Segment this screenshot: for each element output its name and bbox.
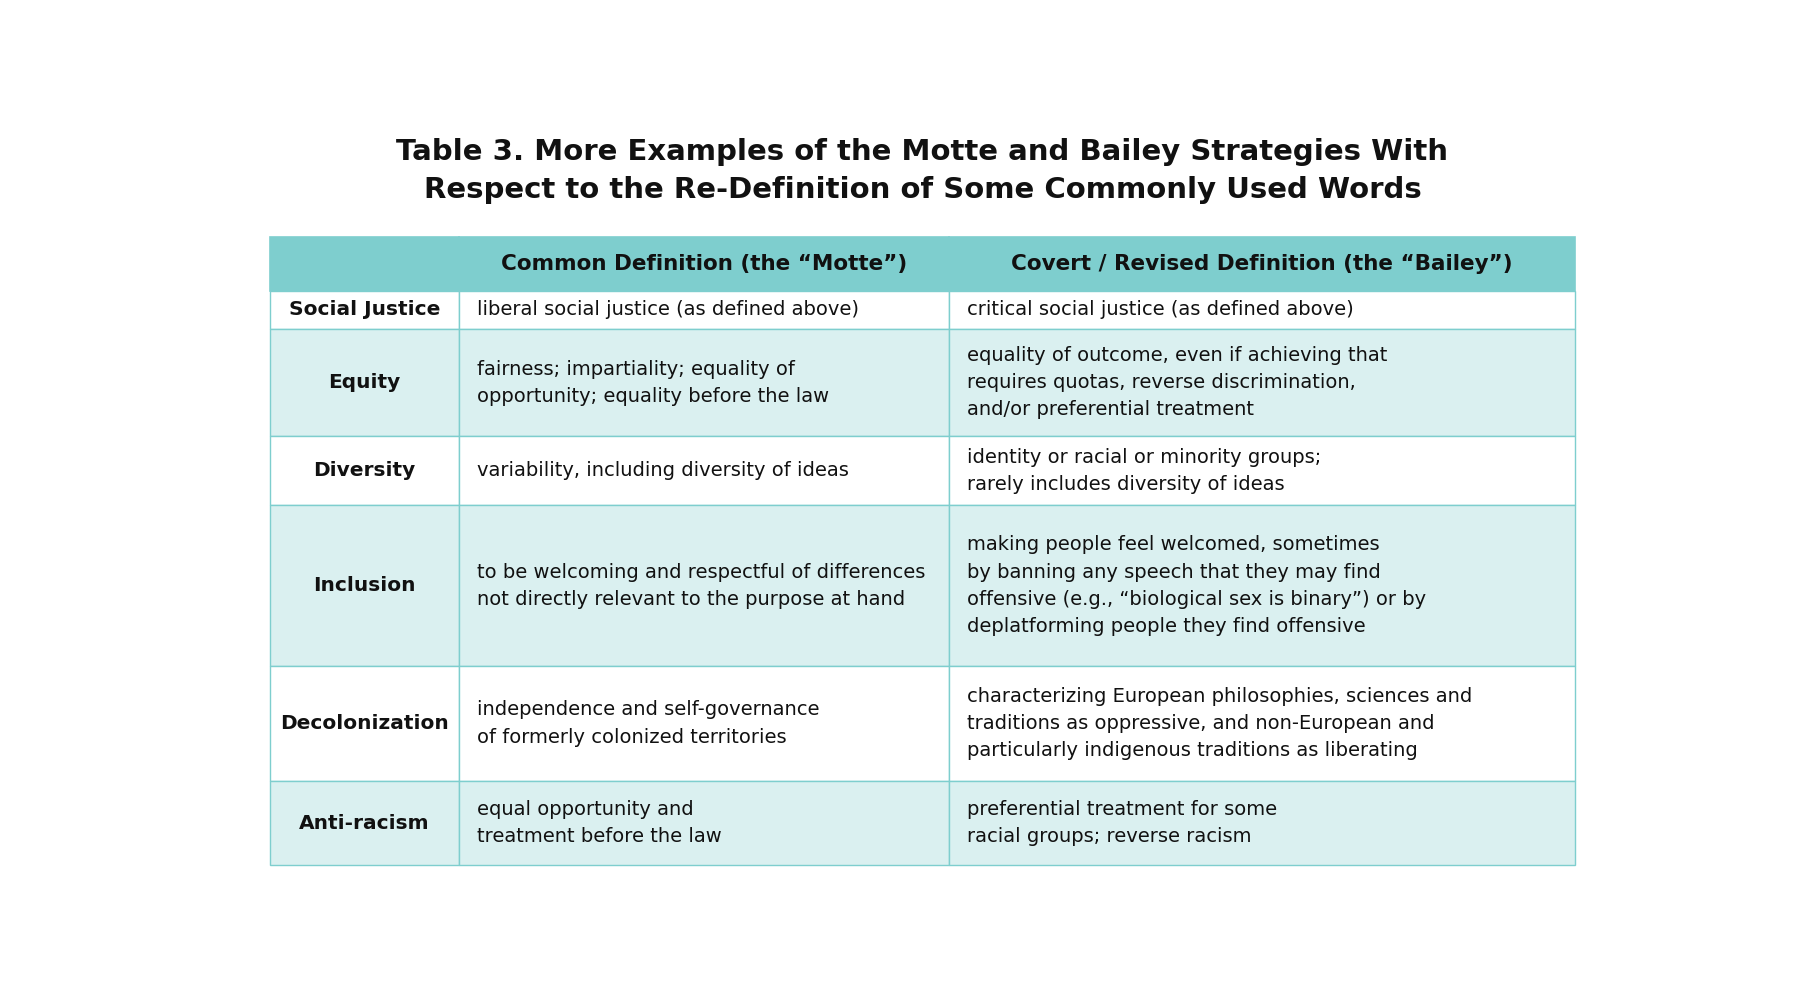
Text: Social Justice: Social Justice	[288, 300, 439, 319]
Text: making people feel welcomed, sometimes
by banning any speech that they may find
: making people feel welcomed, sometimes b…	[967, 535, 1426, 636]
Bar	[459, 290, 949, 329]
Bar	[949, 237, 1575, 290]
Text: preferential treatment for some
racial groups; reverse racism: preferential treatment for some racial g…	[967, 800, 1276, 846]
Text: Diversity: Diversity	[313, 461, 416, 481]
Text: Table 3. More Examples of the Motte and Bailey Strategies With
Respect to the Re: Table 3. More Examples of the Motte and …	[396, 138, 1449, 204]
Text: Decolonization: Decolonization	[281, 715, 448, 733]
Text: fairness; impartiality; equality of
opportunity; equality before the law: fairness; impartiality; equality of oppo…	[477, 360, 830, 406]
Bar	[459, 666, 949, 781]
Bar	[270, 505, 459, 666]
Bar	[459, 237, 949, 290]
Text: critical social justice (as defined above): critical social justice (as defined abov…	[967, 300, 1354, 319]
Bar	[949, 505, 1575, 666]
Bar	[270, 290, 459, 329]
Text: independence and self-governance
of formerly colonized territories: independence and self-governance of form…	[477, 701, 819, 746]
Text: Common Definition (the “Motte”): Common Definition (the “Motte”)	[500, 254, 907, 274]
Bar	[459, 781, 949, 865]
Bar	[270, 781, 459, 865]
Bar	[459, 436, 949, 505]
Text: identity or racial or minority groups;
rarely includes diversity of ideas: identity or racial or minority groups; r…	[967, 448, 1321, 494]
Text: to be welcoming and respectful of differences
not directly relevant to the purpo: to be welcoming and respectful of differ…	[477, 563, 925, 608]
Bar	[949, 329, 1575, 436]
Text: variability, including diversity of ideas: variability, including diversity of idea…	[477, 461, 850, 481]
Bar	[270, 237, 459, 290]
Bar	[270, 666, 459, 781]
Bar	[949, 781, 1575, 865]
Bar	[459, 329, 949, 436]
Bar	[949, 290, 1575, 329]
Text: equality of outcome, even if achieving that
requires quotas, reverse discriminat: equality of outcome, even if achieving t…	[967, 346, 1388, 419]
Text: liberal social justice (as defined above): liberal social justice (as defined above…	[477, 300, 859, 319]
Text: Inclusion: Inclusion	[313, 576, 416, 596]
Text: Equity: Equity	[328, 374, 400, 392]
Text: Anti-racism: Anti-racism	[299, 814, 430, 832]
Bar	[459, 505, 949, 666]
Text: characterizing European philosophies, sciences and
traditions as oppressive, and: characterizing European philosophies, sc…	[967, 687, 1472, 760]
Text: equal opportunity and
treatment before the law: equal opportunity and treatment before t…	[477, 800, 722, 846]
Text: Covert / Revised Definition (the “Bailey”): Covert / Revised Definition (the “Bailey…	[1012, 254, 1512, 274]
Bar	[949, 436, 1575, 505]
Bar	[949, 666, 1575, 781]
Bar	[270, 329, 459, 436]
Bar	[270, 436, 459, 505]
